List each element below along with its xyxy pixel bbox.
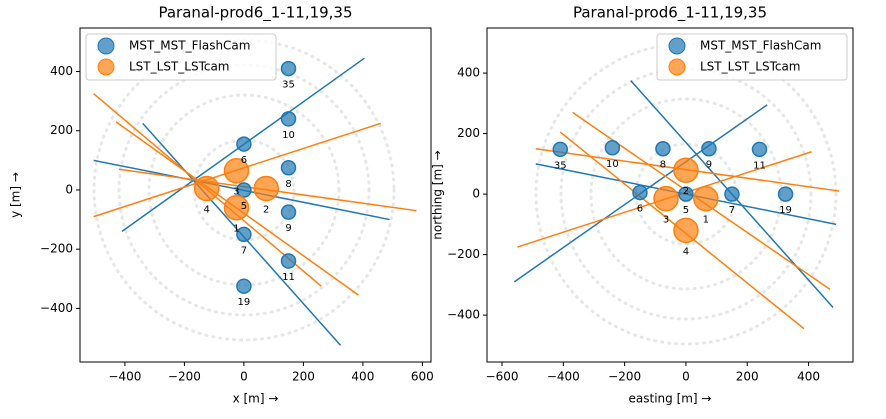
telescope-label: 1 (233, 224, 239, 235)
y-tick-label: 400 (457, 66, 480, 80)
plot-area (513, 80, 840, 330)
telescope-marker (280, 253, 297, 269)
y-tick-label: 200 (457, 126, 480, 140)
legend-marker (668, 58, 686, 76)
telescope-marker (236, 182, 252, 198)
x-tick-label: 600 (411, 370, 434, 384)
y-tick-label: 0 (472, 187, 480, 201)
telescope-label: 3 (663, 215, 669, 226)
axes-frame (79, 27, 432, 363)
telescope-marker (751, 141, 768, 158)
telescope-marker (223, 194, 250, 221)
telescope-label: 6 (637, 204, 643, 215)
telescope-marker (653, 185, 679, 212)
x-tick-label: −200 (168, 370, 201, 384)
telescope-marker (777, 186, 794, 202)
y-tick-label: 200 (50, 123, 73, 137)
telescope-label: 35 (282, 80, 295, 91)
x-tick-label: −400 (547, 370, 580, 384)
axes-frame (486, 27, 854, 363)
x-axis-label: x [m] → (233, 392, 279, 406)
telescope-marker (280, 204, 297, 220)
telescope-marker (193, 175, 220, 202)
telescope-label: 3 (233, 187, 239, 198)
telescope-label: 5 (683, 205, 689, 216)
telescope-label: 7 (241, 245, 247, 256)
telescope-label: 11 (753, 160, 766, 171)
telescope-label: 2 (683, 186, 689, 197)
legend-label: MST_MST_FlashCam (700, 39, 821, 53)
x-tick-label: 0 (240, 370, 248, 384)
y-tick-label: −400 (447, 308, 480, 322)
y-tick-label: −200 (40, 242, 73, 256)
legend-marker (97, 37, 115, 55)
x-tick-label: −600 (486, 370, 519, 384)
telescope-marker (673, 157, 699, 183)
x-tick-label: 0 (682, 370, 690, 384)
x-tick-label: 400 (797, 370, 820, 384)
telescope-marker (253, 175, 279, 202)
x-axis-label: easting [m] → (629, 392, 712, 406)
telescope-marker (673, 217, 699, 244)
telescope-label: 6 (241, 155, 247, 166)
telescope-label: 9 (285, 223, 291, 234)
legend-label: LST_LST_LSTcam (129, 60, 230, 74)
telescope-label: 9 (706, 160, 712, 171)
telescope-marker (280, 160, 297, 176)
legend-box (656, 33, 848, 81)
x-tick-label: −400 (108, 370, 141, 384)
telescope-marker (280, 111, 297, 127)
telescope-marker (236, 226, 252, 243)
telescope-marker (223, 157, 250, 184)
plot-area (93, 57, 417, 346)
chart-title: Paranal-prod6_1-11,19,35 (158, 4, 352, 23)
telescope-label: 10 (606, 159, 619, 170)
telescope-label: 7 (729, 205, 735, 216)
legend-box (85, 33, 277, 81)
telescope-label: 19 (238, 297, 251, 308)
telescope-label: 11 (282, 272, 295, 283)
telescope-label: 35 (554, 160, 567, 171)
y-tick-label: −400 (40, 301, 73, 315)
y-axis-label: northing [m] → (431, 150, 445, 239)
legend-marker (668, 37, 686, 55)
y-tick-label: 400 (50, 64, 73, 78)
telescope-marker (655, 140, 671, 157)
telescope-marker (552, 141, 569, 158)
y-tick-label: −200 (447, 247, 480, 261)
telescope-label: 10 (282, 130, 295, 141)
telescope-marker (701, 140, 717, 157)
telescope-label: 19 (779, 205, 792, 216)
legend-label: MST_MST_FlashCam (129, 39, 250, 53)
telescope-marker (604, 140, 621, 156)
telescope-label: 8 (660, 160, 666, 171)
legend-marker (97, 58, 115, 76)
telescope-marker (236, 278, 252, 294)
telescope-label: 2 (263, 204, 269, 215)
telescope-label: 8 (285, 179, 291, 190)
telescope-label: 1 (703, 215, 709, 226)
telescope-marker (236, 136, 252, 152)
telescope-marker (724, 186, 740, 202)
x-tick-label: 400 (351, 370, 374, 384)
telescope-marker (678, 186, 694, 202)
telescope-marker (632, 184, 648, 201)
telescope-label: 4 (204, 204, 210, 215)
chart-title: Paranal-prod6_1-11,19,35 (573, 4, 767, 23)
y-tick-label: 0 (65, 182, 73, 196)
x-tick-label: 200 (736, 370, 759, 384)
legend-label: LST_LST_LSTcam (700, 60, 801, 74)
telescope-marker (280, 60, 297, 77)
y-axis-label: y [m] → (9, 172, 23, 218)
x-tick-label: −200 (608, 370, 641, 384)
x-tick-label: 200 (292, 370, 315, 384)
telescope-label: 5 (241, 201, 247, 212)
telescope-label: 4 (683, 246, 689, 257)
telescope-marker (693, 185, 719, 212)
